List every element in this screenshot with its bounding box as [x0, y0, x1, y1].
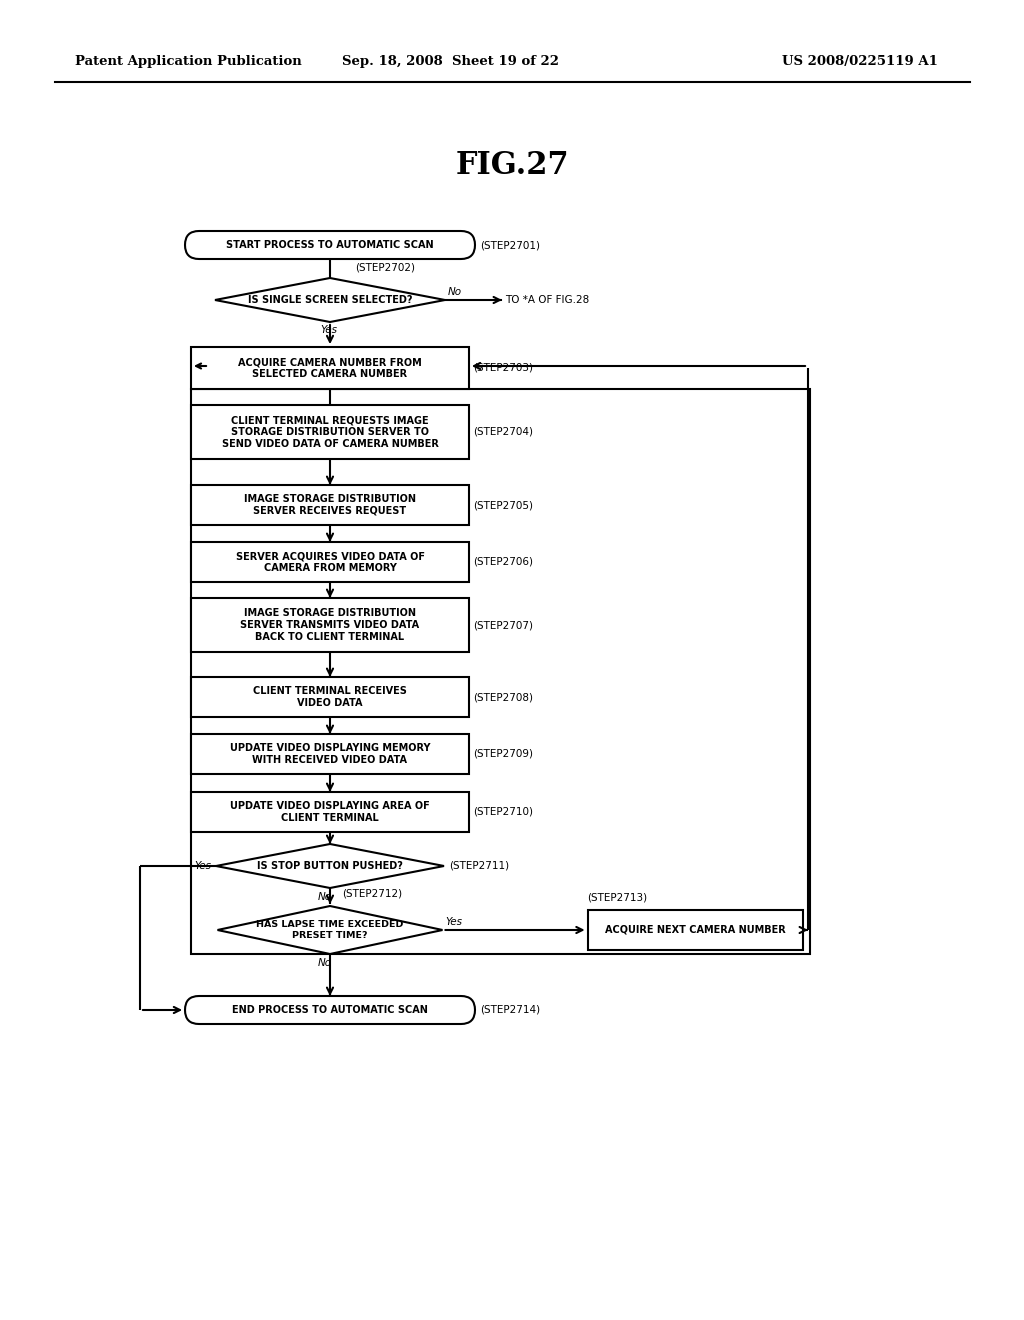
Text: (STEP2701): (STEP2701)	[480, 240, 540, 249]
Polygon shape	[215, 279, 445, 322]
Text: (STEP2708): (STEP2708)	[473, 692, 534, 702]
Text: UPDATE VIDEO DISPLAYING MEMORY
WITH RECEIVED VIDEO DATA: UPDATE VIDEO DISPLAYING MEMORY WITH RECE…	[229, 743, 430, 764]
Text: IMAGE STORAGE DISTRIBUTION
SERVER RECEIVES REQUEST: IMAGE STORAGE DISTRIBUTION SERVER RECEIV…	[244, 494, 416, 516]
Text: (STEP2712): (STEP2712)	[342, 888, 402, 899]
Text: Patent Application Publication: Patent Application Publication	[75, 55, 302, 69]
Text: IS STOP BUTTON PUSHED?: IS STOP BUTTON PUSHED?	[257, 861, 402, 871]
Text: TO *A OF FIG.28: TO *A OF FIG.28	[505, 294, 589, 305]
Bar	[588, 909, 803, 950]
FancyBboxPatch shape	[185, 997, 475, 1024]
Text: Yes: Yes	[445, 917, 463, 927]
Text: (STEP2714): (STEP2714)	[480, 1005, 540, 1015]
Bar	[191, 484, 469, 525]
Text: FIG.27: FIG.27	[456, 149, 568, 181]
Bar	[191, 792, 469, 832]
Text: (STEP2710): (STEP2710)	[473, 807, 534, 817]
Bar	[191, 347, 469, 389]
Text: (STEP2704): (STEP2704)	[473, 426, 534, 437]
Text: (STEP2713): (STEP2713)	[588, 894, 647, 903]
FancyBboxPatch shape	[185, 231, 475, 259]
Text: (STEP2709): (STEP2709)	[473, 748, 534, 759]
Bar	[191, 405, 469, 459]
Bar	[191, 543, 469, 582]
Text: HAS LAPSE TIME EXCEEDED
PRESET TIME?: HAS LAPSE TIME EXCEEDED PRESET TIME?	[256, 920, 403, 940]
Text: (STEP2711): (STEP2711)	[449, 861, 509, 871]
Text: (STEP2702): (STEP2702)	[355, 263, 415, 273]
Bar	[191, 734, 469, 774]
Text: SERVER ACQUIRES VIDEO DATA OF
CAMERA FROM MEMORY: SERVER ACQUIRES VIDEO DATA OF CAMERA FRO…	[236, 552, 425, 573]
Text: IS SINGLE SCREEN SELECTED?: IS SINGLE SCREEN SELECTED?	[248, 294, 413, 305]
Polygon shape	[216, 843, 444, 888]
Bar	[191, 389, 810, 954]
Text: IMAGE STORAGE DISTRIBUTION
SERVER TRANSMITS VIDEO DATA
BACK TO CLIENT TERMINAL: IMAGE STORAGE DISTRIBUTION SERVER TRANSM…	[241, 609, 420, 642]
Text: (STEP2707): (STEP2707)	[473, 620, 534, 630]
Text: ACQUIRE CAMERA NUMBER FROM
SELECTED CAMERA NUMBER: ACQUIRE CAMERA NUMBER FROM SELECTED CAME…	[239, 358, 422, 379]
Text: No: No	[318, 892, 332, 902]
Text: UPDATE VIDEO DISPLAYING AREA OF
CLIENT TERMINAL: UPDATE VIDEO DISPLAYING AREA OF CLIENT T…	[230, 801, 430, 822]
Text: US 2008/0225119 A1: US 2008/0225119 A1	[782, 55, 938, 69]
Polygon shape	[217, 906, 442, 954]
Bar	[191, 598, 469, 652]
Text: (STEP2705): (STEP2705)	[473, 500, 534, 510]
Text: Yes: Yes	[319, 325, 337, 335]
Text: CLIENT TERMINAL RECEIVES
VIDEO DATA: CLIENT TERMINAL RECEIVES VIDEO DATA	[253, 686, 407, 708]
Text: CLIENT TERMINAL REQUESTS IMAGE
STORAGE DISTRIBUTION SERVER TO
SEND VIDEO DATA OF: CLIENT TERMINAL REQUESTS IMAGE STORAGE D…	[221, 416, 438, 449]
Bar	[191, 677, 469, 717]
Text: (STEP2703): (STEP2703)	[473, 363, 534, 374]
Text: No: No	[449, 286, 462, 297]
Text: Yes: Yes	[194, 861, 211, 871]
Text: Sep. 18, 2008  Sheet 19 of 22: Sep. 18, 2008 Sheet 19 of 22	[341, 55, 558, 69]
Text: No: No	[318, 958, 332, 968]
Text: (STEP2706): (STEP2706)	[473, 557, 534, 568]
Text: END PROCESS TO AUTOMATIC SCAN: END PROCESS TO AUTOMATIC SCAN	[232, 1005, 428, 1015]
Text: ACQUIRE NEXT CAMERA NUMBER: ACQUIRE NEXT CAMERA NUMBER	[604, 925, 785, 935]
Text: START PROCESS TO AUTOMATIC SCAN: START PROCESS TO AUTOMATIC SCAN	[226, 240, 434, 249]
